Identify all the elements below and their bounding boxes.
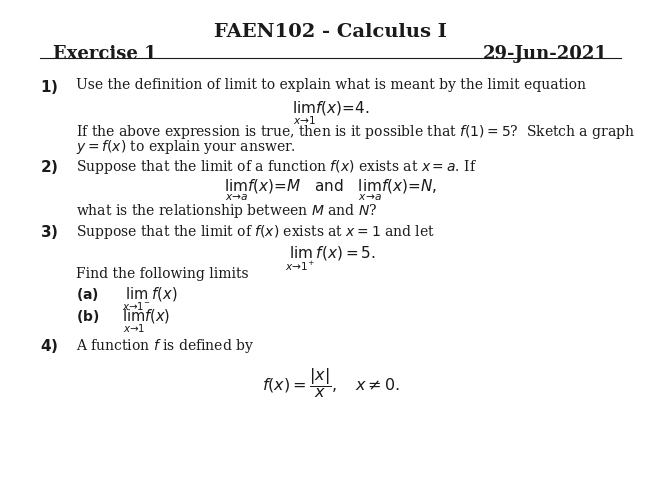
Text: $\lim_{x \to 1} f(x) = 4.$: $\lim_{x \to 1} f(x) = 4.$: [292, 100, 369, 127]
Text: $f(x) = \dfrac{|x|}{x}, \quad x \neq 0.$: $f(x) = \dfrac{|x|}{x}, \quad x \neq 0.$: [262, 366, 399, 400]
Text: $\mathbf{(a)}$: $\mathbf{(a)}$: [76, 286, 99, 303]
Text: what is the relationship between $M$ and $N$?: what is the relationship between $M$ and…: [76, 202, 377, 220]
Text: $\lim_{x \to a} f(x) = M \quad \text{and} \quad \lim_{x \to a} f(x) = N,$: $\lim_{x \to a} f(x) = M \quad \text{and…: [224, 178, 437, 203]
Text: $\mathbf{3)}$: $\mathbf{3)}$: [40, 223, 58, 241]
Text: If the above expression is true, then is it possible that $f(1) = 5$?  Sketch a : If the above expression is true, then is…: [76, 123, 635, 141]
Text: $\mathbf{(b)}$: $\mathbf{(b)}$: [76, 308, 99, 325]
Text: $y = f(x)$ to explain your answer.: $y = f(x)$ to explain your answer.: [76, 138, 296, 156]
Text: Suppose that the limit of $f(x)$ exists at $x = 1$ and let: Suppose that the limit of $f(x)$ exists …: [76, 223, 435, 241]
Text: A function $f$ is defined by: A function $f$ is defined by: [76, 337, 254, 355]
Text: Suppose that the limit of a function $f(x)$ exists at $x = a$. If: Suppose that the limit of a function $f(…: [76, 158, 477, 176]
Text: $\lim_{x \to 1^{+}} f(x) = 5.$: $\lim_{x \to 1^{+}} f(x) = 5.$: [285, 244, 376, 273]
Text: Exercise 1: Exercise 1: [53, 45, 157, 63]
Text: $\lim_{x \to 1^{-}} f(x)$: $\lim_{x \to 1^{-}} f(x)$: [122, 286, 178, 313]
Text: $\lim_{x \to 1} f(x)$: $\lim_{x \to 1} f(x)$: [122, 308, 171, 335]
Text: $\mathbf{1)}$: $\mathbf{1)}$: [40, 78, 58, 96]
Text: FAEN102 - Calculus I: FAEN102 - Calculus I: [214, 23, 447, 41]
Text: 29-Jun-2021: 29-Jun-2021: [483, 45, 608, 63]
Text: Find the following limits: Find the following limits: [76, 267, 249, 281]
Text: $\mathbf{4)}$: $\mathbf{4)}$: [40, 337, 58, 355]
Text: Use the definition of limit to explain what is meant by the limit equation: Use the definition of limit to explain w…: [76, 78, 586, 92]
Text: $\mathbf{2)}$: $\mathbf{2)}$: [40, 158, 58, 176]
